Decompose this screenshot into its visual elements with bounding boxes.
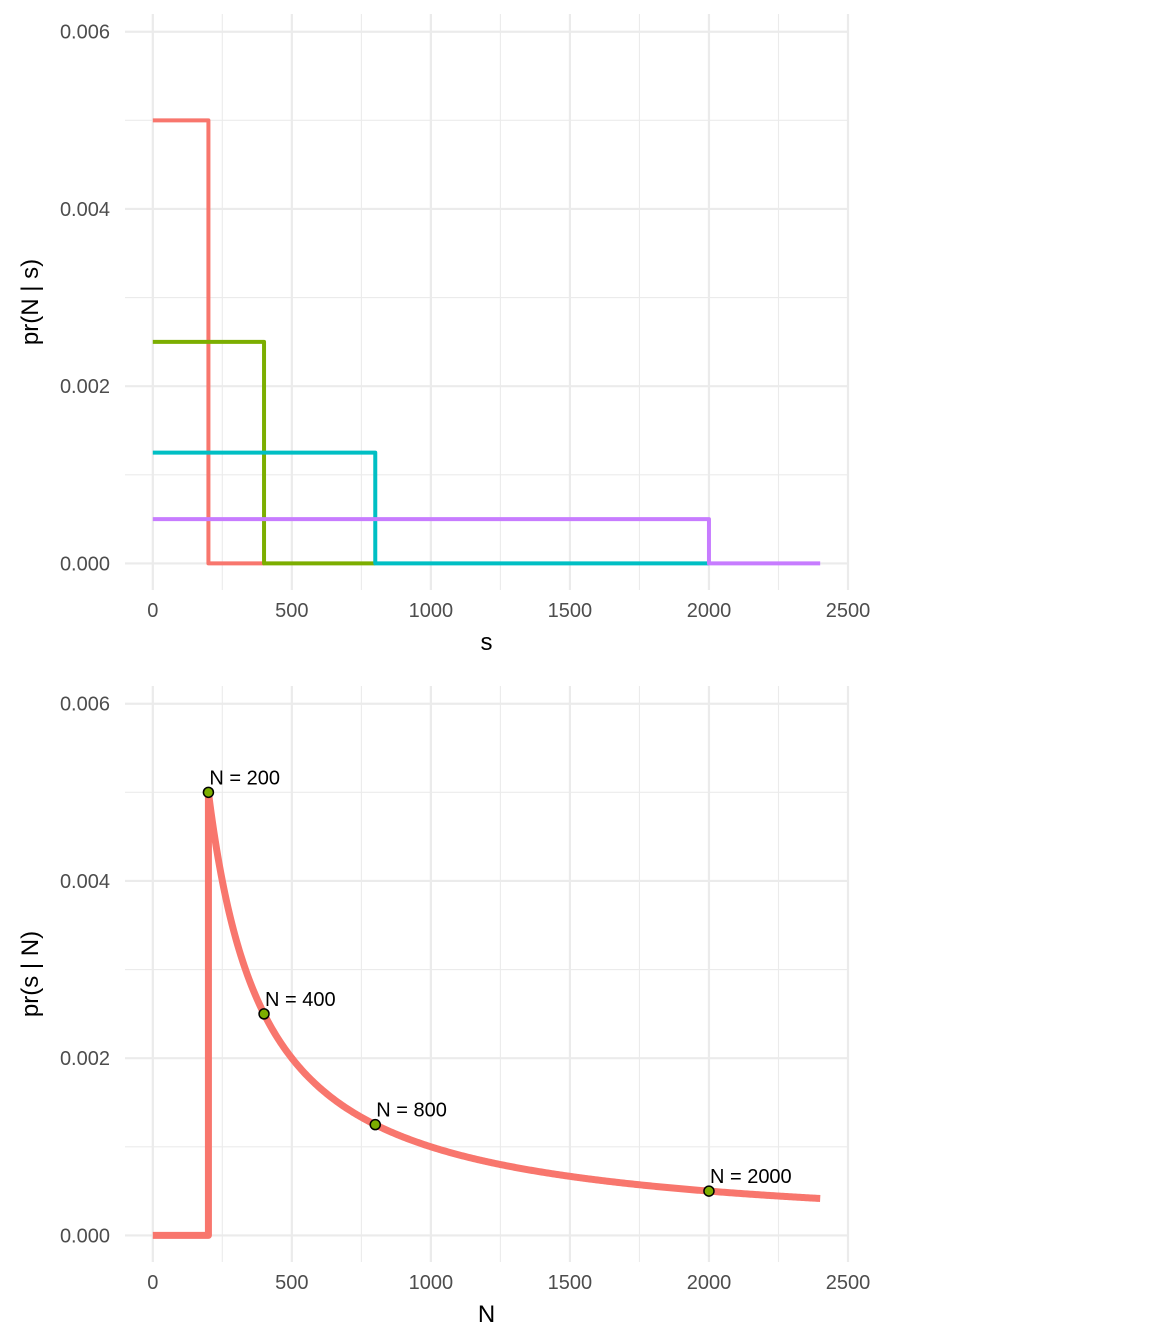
y-tick-label: 0.002 xyxy=(60,1048,110,1070)
point-label: N = 800 xyxy=(376,1100,447,1122)
data-point xyxy=(202,786,215,799)
x-tick-label: 2500 xyxy=(826,600,871,622)
x-tick-label: 500 xyxy=(275,1272,308,1294)
data-point xyxy=(369,1118,382,1131)
y-tick-label: 0.004 xyxy=(60,871,110,893)
x-axis-title: N xyxy=(478,1301,495,1328)
bottom-panel: 0 500 1000 1500 2000 2500 0.000 0.002 0.004 0.006… xyxy=(17,686,870,1328)
series-line-4 xyxy=(152,517,821,566)
y-axis-title: pr(s | N) xyxy=(17,931,44,1017)
x-tick-label: 1500 xyxy=(548,1272,593,1294)
point-label: N = 400 xyxy=(265,989,336,1011)
y-axis-title: pr(N | s) xyxy=(17,259,44,345)
data-point xyxy=(703,1185,715,1197)
y-tick-label: 0.000 xyxy=(60,553,110,575)
x-tick-label: 1000 xyxy=(409,1272,454,1294)
x-tick-label: 2500 xyxy=(826,1272,871,1294)
x-tick-label: 1500 xyxy=(548,600,593,622)
x-tick-label: 2000 xyxy=(687,600,732,622)
x-tick-label: 0 xyxy=(147,1272,158,1294)
point-label: N = 200 xyxy=(209,767,280,789)
x-tick-label: 2000 xyxy=(687,1272,732,1294)
y-tick-label: 0.000 xyxy=(60,1225,110,1247)
y-tick-label: 0.006 xyxy=(60,22,110,44)
x-tick-label: 0 xyxy=(147,600,158,622)
data-point xyxy=(258,1008,270,1020)
x-axis-title: s xyxy=(481,629,493,656)
likelihood-curve xyxy=(152,788,823,1239)
x-tick-label: 500 xyxy=(275,600,308,622)
series-line-3 xyxy=(152,450,709,566)
y-tick-label: 0.004 xyxy=(60,199,110,221)
y-tick-label: 0.006 xyxy=(60,694,110,716)
x-tick-label: 1000 xyxy=(409,600,454,622)
y-tick-label: 0.002 xyxy=(60,376,110,398)
point-label: N = 2000 xyxy=(710,1166,792,1188)
top-panel: 0 500 1000 1500 2000 2500 0.000 0.002 0.004 0.006… xyxy=(17,14,870,656)
